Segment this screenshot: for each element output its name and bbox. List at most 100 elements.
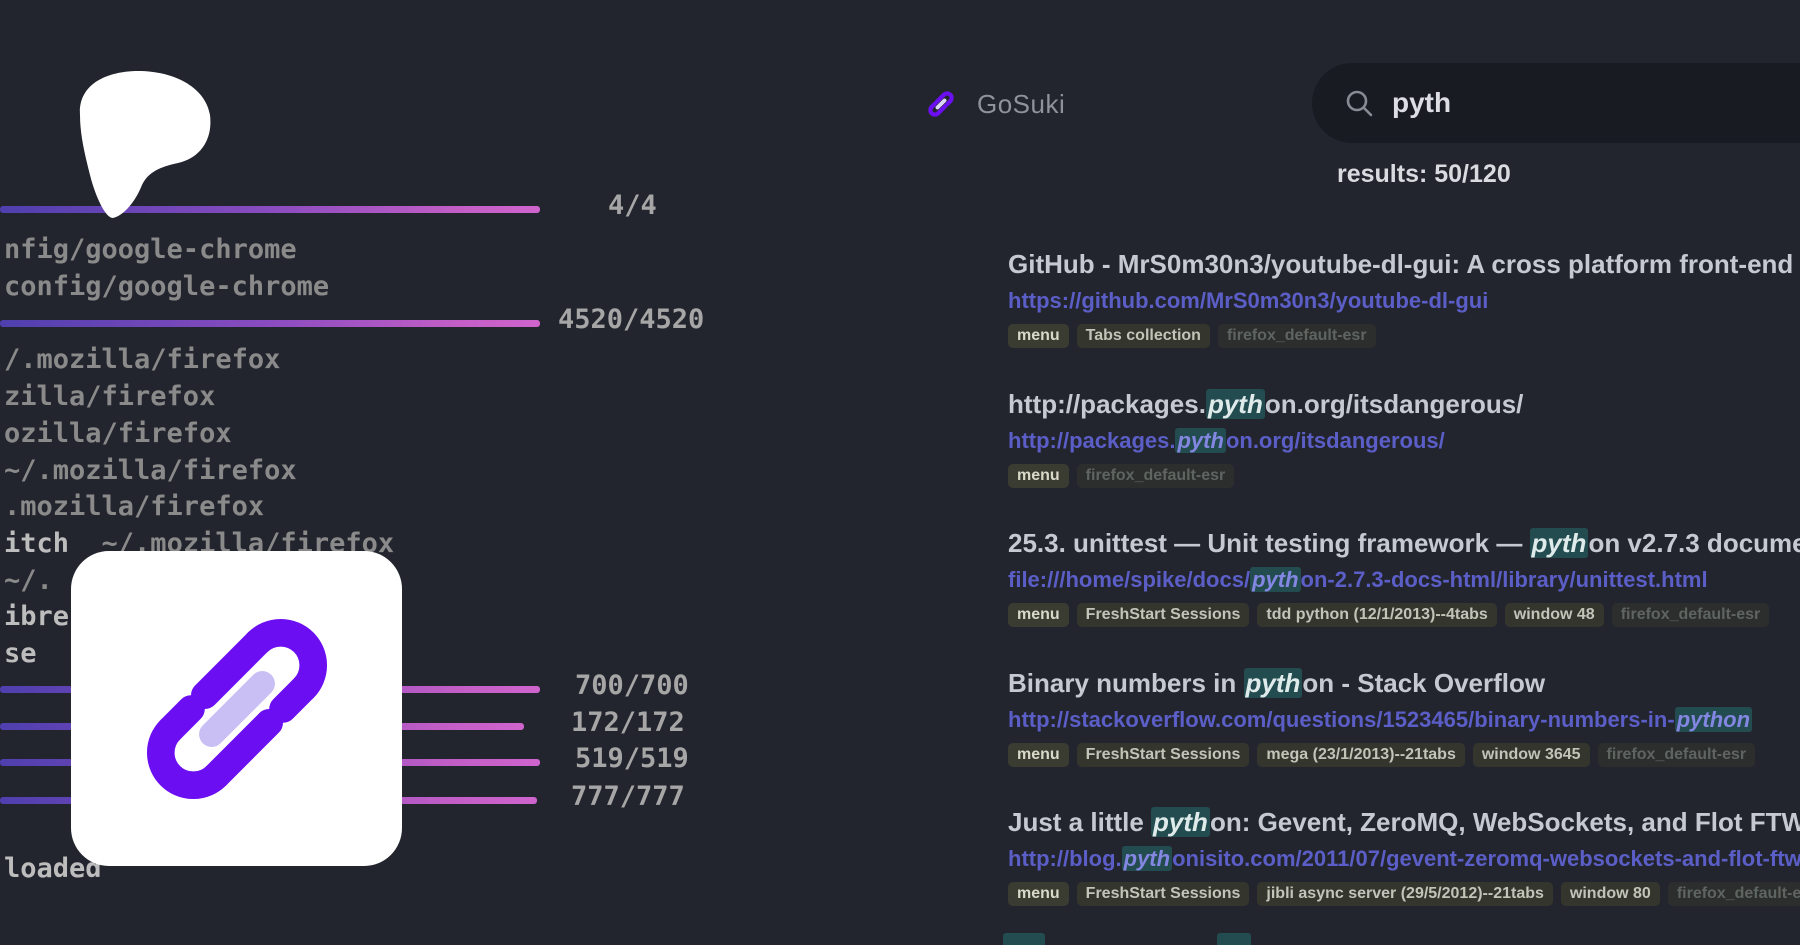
text-segment: 25.3. unittest — Unit testing framework … [1008,528,1530,558]
search-match-highlight: pyth [1243,667,1303,698]
result-url[interactable]: file:///home/spike/docs/python-2.7.3-doc… [1008,566,1800,593]
progress-label: 4/4 [608,190,657,221]
result-item[interactable]: Binary numbers in python - Stack Overflo… [1008,667,1800,785]
search-match-highlight: pyth [1121,846,1173,871]
terminal-line: se [4,637,37,671]
search-icon [1346,90,1373,117]
result-tags: menu firefox_default-esr [1008,463,1800,488]
terminal-line: ~/.mozilla/firefox [4,454,297,488]
result-title[interactable]: 25.3. unittest — Unit testing framework … [1008,527,1800,559]
result-tag[interactable]: FreshStart Sessions [1076,882,1250,906]
result-tag[interactable]: FreshStart Sessions [1076,742,1250,767]
result-tag[interactable]: menu [1008,324,1069,348]
progress-bar [0,320,540,327]
text-segment: ibre [4,601,70,632]
text-segment: on.org/itsdangerous/ [1225,427,1445,453]
result-title[interactable]: http://packages.python.org/itsdangerous/ [1008,388,1800,420]
text-segment: onisito.com/2011/07/gevent-zeromq-websoc… [1172,846,1800,871]
result-tag[interactable]: window 80 [1560,882,1660,906]
text-segment: itch [4,528,70,559]
result-tag[interactable]: firefox_default-esr [1667,882,1800,906]
search-match-highlight [1003,933,1045,945]
terminal-line: /.mozilla/firefox [4,343,280,377]
result-item[interactable]: GitHub - MrS0m30n3/youtube-dl-gui: A cro… [1008,248,1800,366]
result-tag[interactable]: menu [1008,603,1069,627]
results-count: results: 50/120 [1337,160,1511,188]
text-segment: on: Gevent, ZeroMQ, WebSockets, and Flot… [1209,807,1800,837]
search-match-highlight: pyth [1151,807,1210,837]
text-segment: http://stackoverflow.com/questions/15234… [1008,706,1675,732]
search-match-highlight: pyth [1250,567,1301,592]
search-input[interactable]: pyth [1312,63,1800,143]
progress-label: 4520/4520 [558,304,705,335]
text-segment: se [4,638,37,669]
result-tag[interactable]: firefox_default-esr [1611,603,1770,627]
app-title: GoSuki [977,88,1066,119]
result-item[interactable]: http://packages.python.org/itsdangerous/… [1008,388,1800,506]
terminal-line: .mozilla/firefox [4,490,264,524]
result-tag[interactable]: menu [1008,463,1069,488]
terminal-line: ~/. [4,564,53,598]
result-title[interactable]: Just a little python: Gevent, ZeroMQ, We… [1008,806,1800,838]
text-segment: ~/.mozilla/firefox [4,455,297,486]
result-title[interactable]: GitHub - MrS0m30n3/youtube-dl-gui: A cro… [1008,248,1800,280]
result-tag[interactable]: jibli async server (29/5/2012)--21tabs [1257,882,1553,906]
result-tags: menu FreshStart Sessions jibli async serve… [1008,882,1800,906]
terminal-line: nfig/google-chrome [4,233,297,267]
text-segment: file:///home/spike/docs/ [1008,567,1251,592]
result-tag[interactable]: firefox_default-esr [1217,324,1376,348]
result-item[interactable]: Just a little python: Gevent, ZeroMQ, We… [1008,806,1800,924]
text-segment: /.mozilla/firefox [4,344,281,375]
progress-label: 777/777 [571,781,685,812]
result-tag[interactable]: window 3645 [1472,742,1590,767]
text-segment: Binary numbers in [1008,667,1244,698]
text-segment: https://github.com/MrS0m30n3/youtube-dl-… [1008,288,1489,313]
result-url[interactable]: https://github.com/MrS0m30n3/youtube-dl-… [1008,287,1800,314]
result-tag[interactable]: mega (23/1/2013)--21tabs [1257,742,1465,767]
app-header: GoSuki [925,86,1065,122]
result-title[interactable]: Binary numbers in python - Stack Overflo… [1008,667,1800,699]
text-segment: Just a little [1008,807,1152,837]
progress-label: 700/700 [575,670,689,701]
search-query-text: pyth [1392,87,1452,118]
results-list: GitHub - MrS0m30n3/youtube-dl-gui: A cro… [1008,0,1800,945]
result-tag[interactable]: Tabs collection [1076,324,1210,348]
result-url[interactable]: http://packages.python.org/itsdangerous/ [1008,427,1800,454]
search-match-highlight: python [1674,706,1753,732]
text-segment: on-2.7.3-docs-html/library/unittest.html [1300,567,1708,592]
result-tag[interactable]: menu [1008,742,1069,767]
result-item[interactable]: 25.3. unittest — Unit testing framework … [1008,527,1800,645]
search-match-highlight [1217,933,1251,945]
result-tag[interactable]: window 48 [1504,603,1604,627]
text-segment: zilla/firefox [4,381,216,412]
result-tags: menu FreshStart Sessions tdd python (12/1/… [1008,603,1800,627]
logo-card [71,551,402,866]
progress-label: 519/519 [575,743,689,774]
terminal-line: ibre [4,600,69,634]
result-tag[interactable]: firefox_default-esr [1597,742,1756,767]
search-match-highlight: pyth [1175,427,1226,453]
text-segment: .mozilla/firefox [4,491,265,522]
result-tags: menu Tabs collection firefox_default-esr [1008,324,1800,348]
terminal-line: config/google-chrome [4,270,329,304]
text-segment: GitHub - MrS0m30n3/youtube-dl-gui: A cro… [1008,249,1800,279]
text-segment: ozilla/firefox [4,418,232,449]
result-tag[interactable]: menu [1008,882,1069,906]
text-segment: on.org/itsdangerous/ [1264,388,1524,419]
result-tag[interactable]: firefox_default-esr [1076,463,1235,488]
search-match-highlight: pyth [1529,528,1589,558]
text-segment: ~/. [4,565,53,596]
progress-label: 172/172 [571,707,685,738]
text-segment: http://packages. [1008,388,1206,419]
result-url[interactable]: http://blog.pythonisito.com/2011/07/geve… [1008,845,1800,872]
progress-bar [0,206,540,213]
text-segment: on - Stack Overflow [1302,667,1546,698]
result-tag[interactable]: FreshStart Sessions [1076,603,1250,627]
terminal-line: zilla/firefox [4,380,215,414]
text-segment: http://packages. [1008,427,1176,453]
chain-link-icon [146,618,327,799]
text-segment: nfig/google-chrome [4,234,297,265]
result-tag[interactable]: tdd python (12/1/2013)--4tabs [1257,603,1497,627]
result-url[interactable]: http://stackoverflow.com/questions/15234… [1008,706,1800,733]
